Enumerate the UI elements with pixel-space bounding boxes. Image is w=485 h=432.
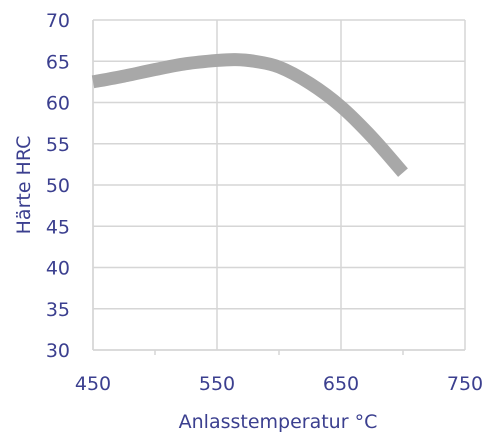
y-tick-label: 40: [46, 258, 70, 280]
x-tick-label: 450: [75, 373, 111, 395]
y-tick-label: 55: [46, 134, 70, 156]
x-tick-label: 650: [323, 373, 359, 395]
y-tick-label: 65: [46, 51, 70, 73]
y-tick-label: 50: [46, 175, 70, 197]
series-layer: [91, 53, 408, 177]
axes: [92, 20, 465, 355]
tick-labels: 30 35 40 45 50 55 60 65 70 450 550 650 750: [46, 10, 483, 395]
x-tick-label: 550: [199, 373, 235, 395]
y-tick-label: 70: [46, 10, 70, 32]
y-tick-label: 45: [46, 216, 70, 238]
x-axis-title: Anlasstemperatur °C: [179, 411, 378, 432]
y-tick-label: 60: [46, 93, 70, 115]
series-line-0: [91, 53, 408, 177]
y-tick-label: 30: [46, 340, 70, 362]
x-tick-label: 750: [447, 373, 483, 395]
y-axis-title: Härte HRC: [13, 136, 35, 235]
y-tick-label: 35: [46, 299, 70, 321]
